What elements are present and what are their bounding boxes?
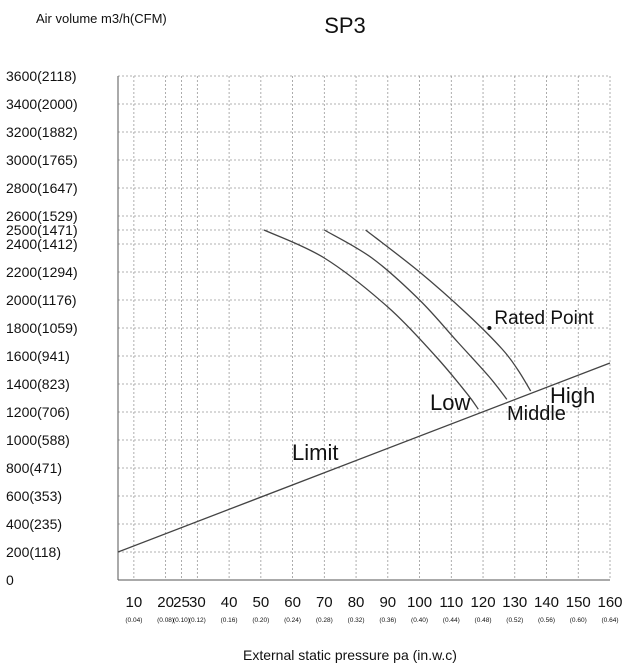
y-tick-label: 2600(1529) [6, 208, 78, 224]
x-tick-sublabel: (0.32) [348, 617, 365, 624]
series-lines [117, 229, 611, 553]
y-tick-label: 1200(706) [6, 404, 70, 420]
x-tick-label: 160 [597, 594, 622, 611]
y-axis-label: Air volume m3/h(CFM) [36, 11, 167, 26]
x-tick-label: 70 [316, 594, 333, 611]
series-label-high: High [550, 383, 595, 408]
x-axis-label: External static pressure pa (in.w.c) [243, 647, 457, 663]
x-tick-sublabel: (0.40) [411, 617, 428, 624]
y-tick-label: 2400(1412) [6, 236, 78, 252]
x-tick-sublabel: (0.16) [221, 617, 238, 624]
x-tick-label: 130 [502, 594, 527, 611]
y-tick-label: 2500(1471) [6, 222, 78, 238]
x-tick-label: 60 [284, 594, 301, 611]
x-tick-sublabel: (0.52) [506, 617, 523, 624]
y-tick-label: 3600(2118) [6, 68, 77, 84]
x-tick-label: 90 [379, 594, 396, 611]
y-tick-label: 1000(588) [6, 432, 70, 448]
x-tick-label: 50 [252, 594, 269, 611]
rated-point-label: Rated Point [494, 308, 594, 329]
x-tick-sublabel: (0.48) [475, 617, 492, 624]
x-tick-label: 40 [221, 594, 238, 611]
x-tick-sublabel: (0.60) [570, 617, 587, 624]
x-tick-sublabel: (0.04) [125, 617, 142, 624]
rated-point-marker [487, 326, 492, 330]
x-tick-sublabel: (0.28) [316, 617, 333, 624]
x-tick-label: 25 [173, 594, 190, 611]
series-label-low: Low [430, 390, 470, 415]
markers: Rated Point [487, 308, 594, 330]
x-tick-sublabel: (0.10) [173, 617, 190, 624]
y-tick-label: 3200(1882) [6, 124, 78, 140]
y-tick-label: 800(471) [6, 460, 62, 476]
series-label-limit: Limit [292, 440, 338, 465]
y-tick-label: 2200(1294) [6, 264, 78, 280]
y-tick-label: 3400(2000) [6, 96, 78, 112]
x-tick-sublabel: (0.24) [284, 617, 301, 624]
x-tick-label: 100 [407, 594, 432, 611]
series-line-low [263, 229, 479, 410]
y-tick-label: 3000(1765) [6, 152, 78, 168]
x-tick-label: 10 [126, 594, 143, 611]
y-tick-label: 200(118) [6, 544, 61, 560]
series-line-middle [323, 229, 508, 400]
x-tick-sublabel: (0.56) [538, 617, 555, 624]
series-label-middle: Middle [507, 403, 566, 425]
x-tick-label: 80 [348, 594, 365, 611]
y-tick-label: 1600(941) [6, 348, 70, 364]
y-tick-label: 0 [6, 572, 14, 588]
y-tick-label: 1800(1059) [6, 320, 78, 336]
y-tick-labels: 0 200(118) 400(235) 600(353) 800(471) 1000(58… [6, 68, 78, 588]
series-line-high [365, 229, 532, 392]
y-tick-label: 2000(1176) [6, 292, 77, 308]
y-tick-label: 600(353) [6, 488, 62, 504]
x-tick-label: 20 [157, 594, 174, 611]
x-tick-sublabel: (0.20) [252, 617, 269, 624]
x-tick-label: 150 [566, 594, 591, 611]
y-tick-label: 2800(1647) [6, 180, 78, 196]
x-tick-sublabel: (0.36) [379, 617, 396, 624]
x-tick-sublabel: (0.08) [157, 617, 174, 624]
x-tick-label: 120 [471, 594, 496, 611]
grid [118, 75, 611, 580]
x-tick-label: 140 [534, 594, 559, 611]
chart-title: SP3 [324, 13, 366, 38]
axes [117, 76, 610, 581]
series-line-limit [117, 362, 611, 553]
x-tick-sublabel: (0.44) [443, 617, 460, 624]
x-tick-label: 30 [189, 594, 206, 611]
y-tick-label: 400(235) [6, 516, 62, 532]
x-tick-labels: 10 (0.04) 20 (0.08) 25 (0.10) 30 (0.12) 40 (0.16)… [125, 594, 622, 624]
y-tick-label: 1400(823) [6, 376, 70, 392]
x-tick-label: 110 [439, 594, 463, 611]
x-tick-sublabel: (0.64) [602, 617, 619, 624]
x-tick-sublabel: (0.12) [189, 617, 206, 624]
